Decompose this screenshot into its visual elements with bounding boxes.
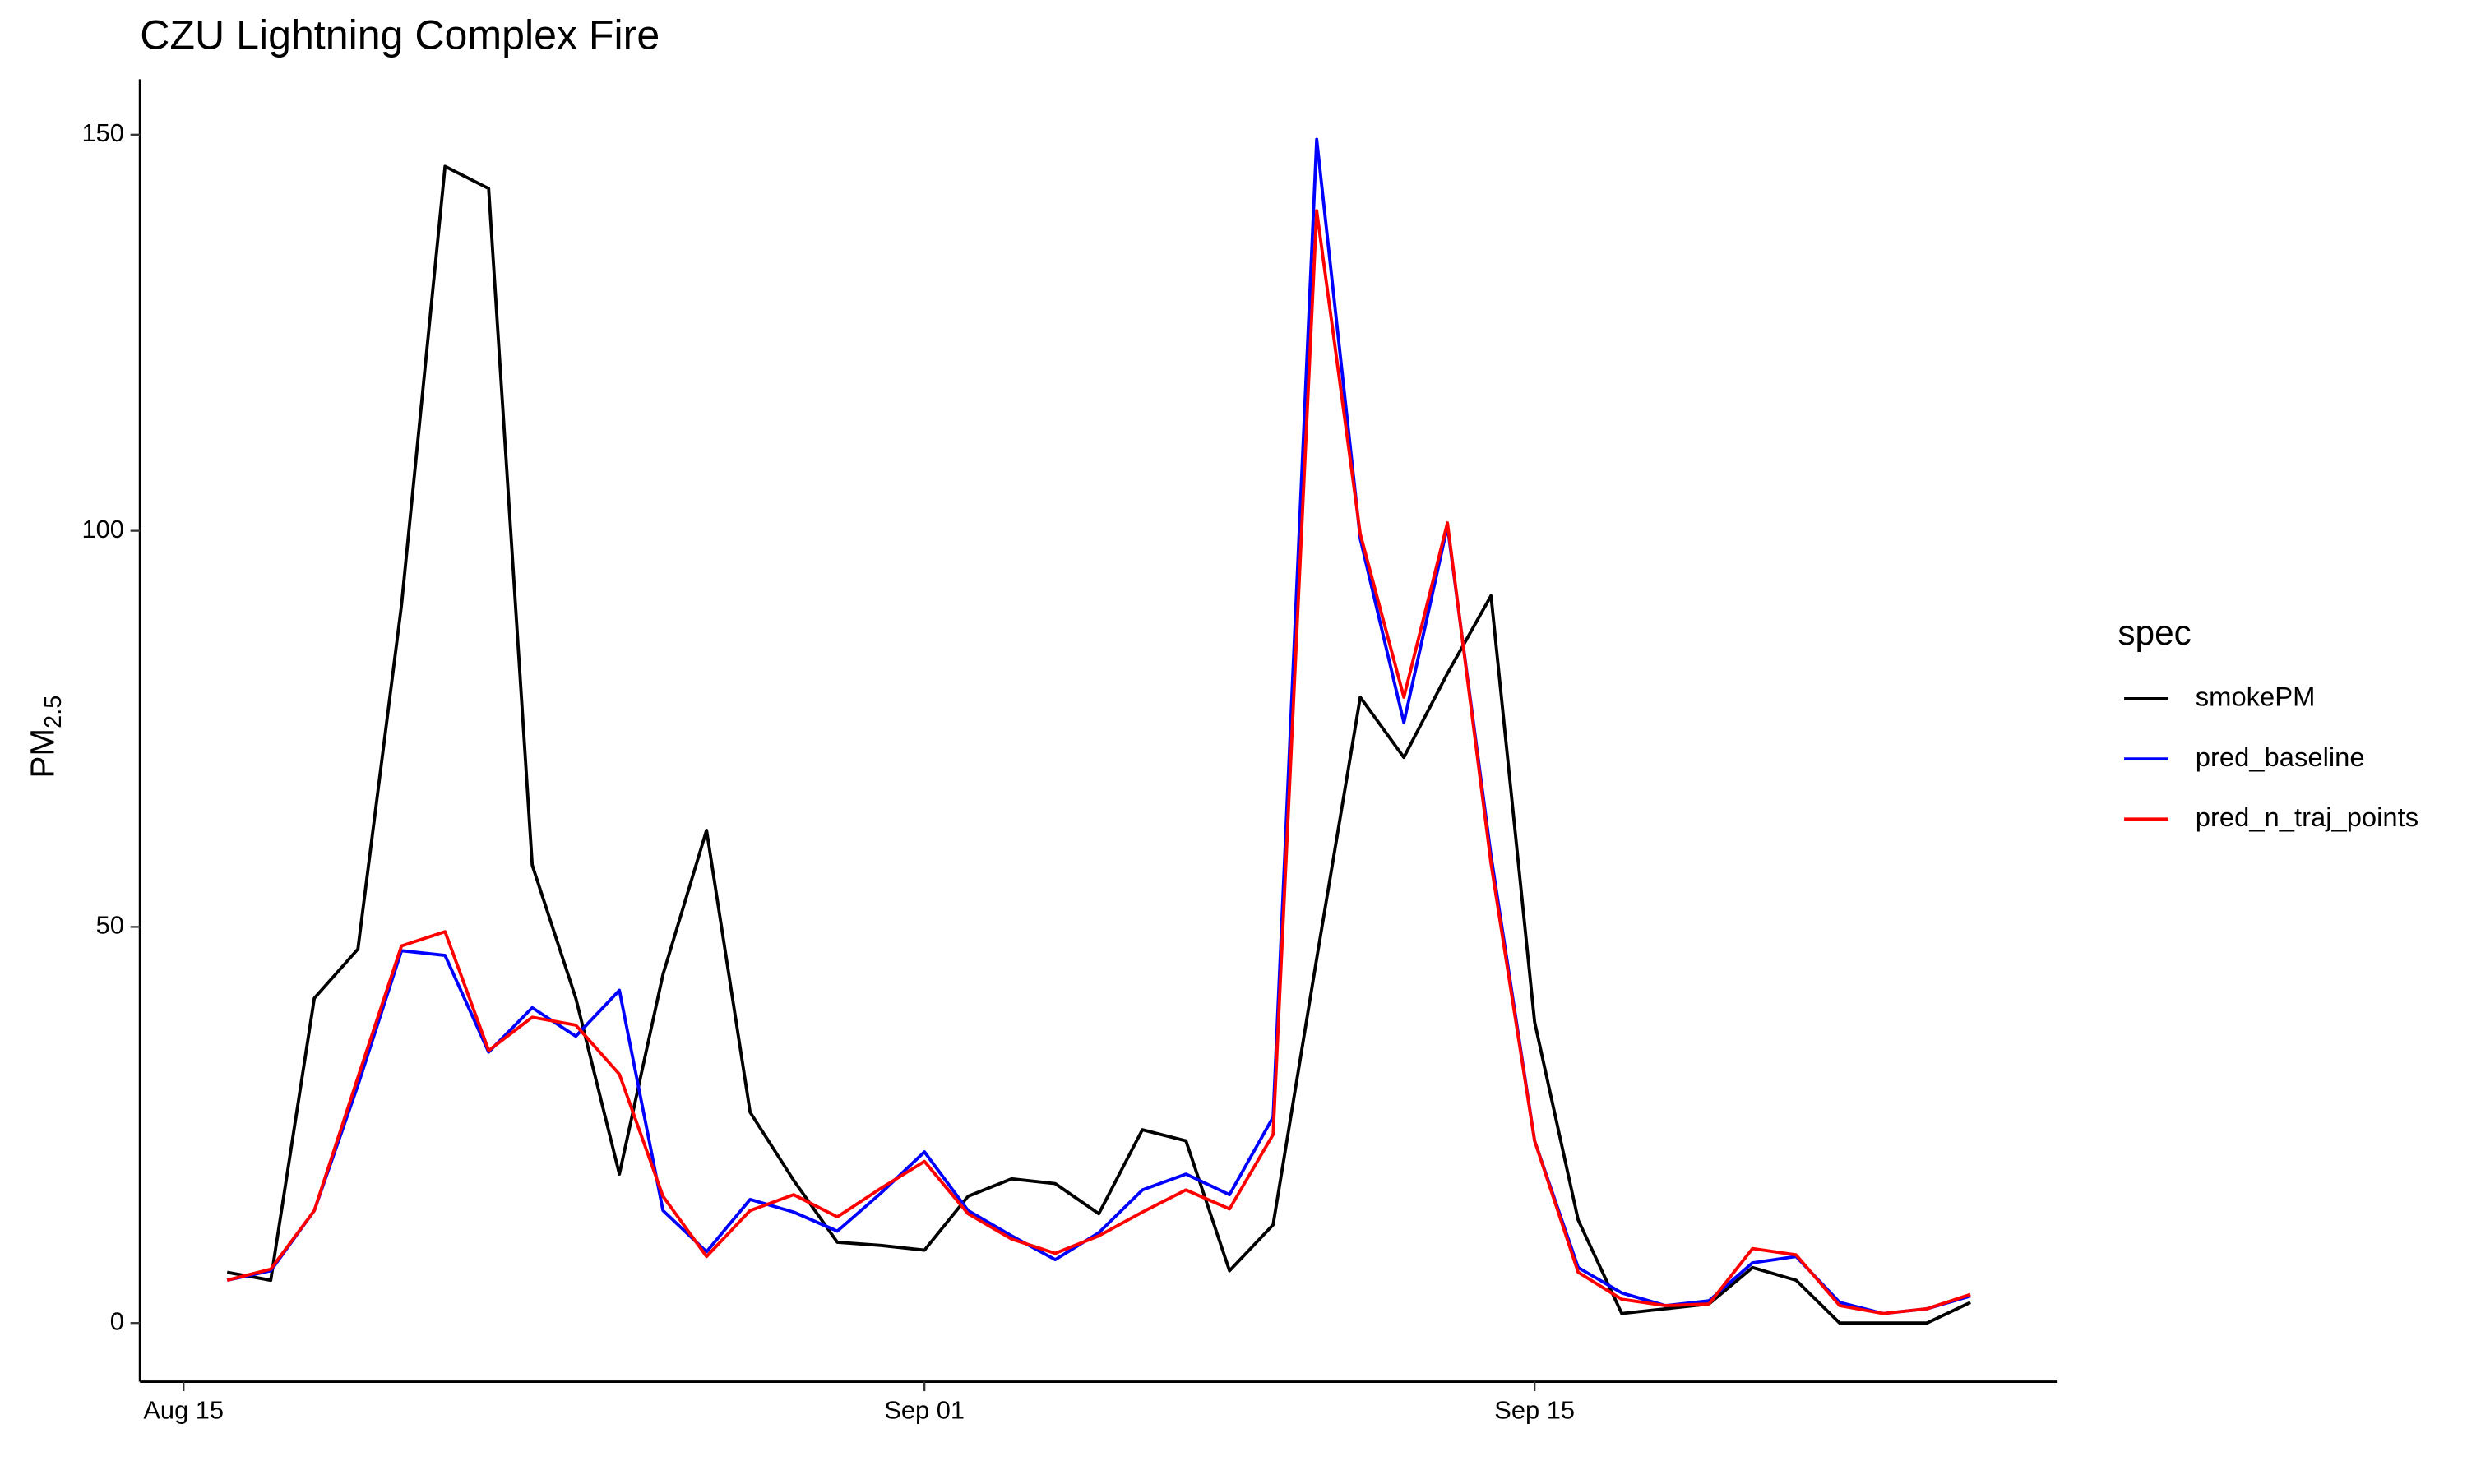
y-tick-label: 0 bbox=[110, 1306, 124, 1335]
x-tick-label: Aug 15 bbox=[143, 1395, 224, 1424]
legend-title: spec bbox=[2118, 613, 2192, 652]
y-label-main: PM bbox=[23, 728, 61, 779]
y-label-sub: 2.5 bbox=[40, 696, 67, 728]
y-axis-label: PM2.5 bbox=[23, 696, 67, 779]
y-tick-label: 100 bbox=[82, 515, 124, 543]
legend-label: pred_baseline bbox=[2196, 742, 2365, 772]
x-tick-label: Sep 15 bbox=[1494, 1395, 1575, 1424]
y-tick-label: 150 bbox=[82, 118, 124, 147]
legend-label: smokePM bbox=[2196, 682, 2316, 712]
y-tick-label: 50 bbox=[96, 911, 124, 940]
legend-label: pred_n_traj_points bbox=[2196, 802, 2418, 832]
line bbox=[226, 209, 1971, 1315]
x-tick-label: Sep 01 bbox=[884, 1395, 965, 1424]
line bbox=[226, 164, 1971, 1325]
chart-title: CZU Lightning Complex Fire bbox=[140, 12, 660, 58]
